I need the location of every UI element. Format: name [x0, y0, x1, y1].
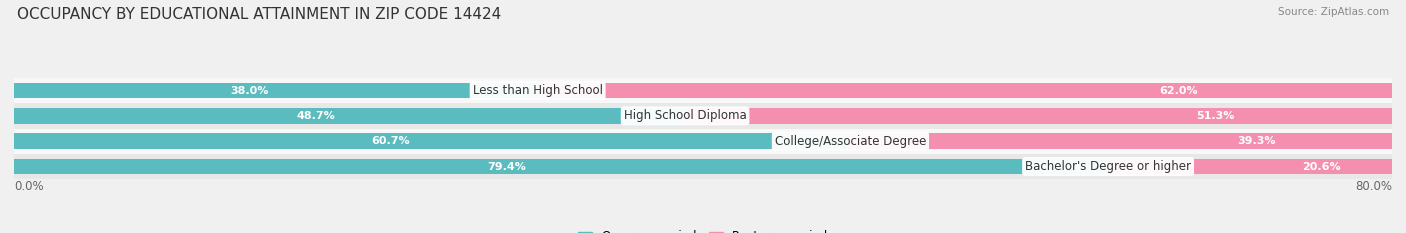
Text: 38.0%: 38.0%: [231, 86, 269, 96]
Text: 62.0%: 62.0%: [1159, 86, 1198, 96]
Text: OCCUPANCY BY EDUCATIONAL ATTAINMENT IN ZIP CODE 14424: OCCUPANCY BY EDUCATIONAL ATTAINMENT IN Z…: [17, 7, 501, 22]
Text: 0.0%: 0.0%: [14, 181, 44, 193]
Text: High School Diploma: High School Diploma: [624, 109, 747, 122]
Bar: [14, 129, 1392, 154]
Legend: Owner-occupied, Renter-occupied: Owner-occupied, Renter-occupied: [572, 226, 834, 233]
Bar: [14, 78, 1392, 103]
Text: 20.6%: 20.6%: [1302, 161, 1340, 171]
Text: College/Associate Degree: College/Associate Degree: [775, 135, 927, 148]
Bar: [537, 83, 1392, 98]
Text: 79.4%: 79.4%: [486, 161, 526, 171]
Text: 48.7%: 48.7%: [297, 111, 336, 121]
Text: Bachelor's Degree or higher: Bachelor's Degree or higher: [1025, 160, 1191, 173]
Text: 60.7%: 60.7%: [371, 136, 409, 146]
Bar: [1108, 159, 1392, 174]
Text: 39.3%: 39.3%: [1237, 136, 1275, 146]
Text: Source: ZipAtlas.com: Source: ZipAtlas.com: [1278, 7, 1389, 17]
Bar: [14, 83, 537, 98]
Bar: [851, 133, 1392, 149]
Text: 51.3%: 51.3%: [1197, 111, 1234, 121]
Bar: [14, 159, 1108, 174]
Text: 80.0%: 80.0%: [1355, 181, 1392, 193]
Text: Less than High School: Less than High School: [472, 84, 603, 97]
Bar: [685, 108, 1392, 124]
Bar: [14, 154, 1392, 179]
Bar: [14, 108, 685, 124]
Bar: [14, 103, 1392, 129]
Bar: [14, 133, 851, 149]
